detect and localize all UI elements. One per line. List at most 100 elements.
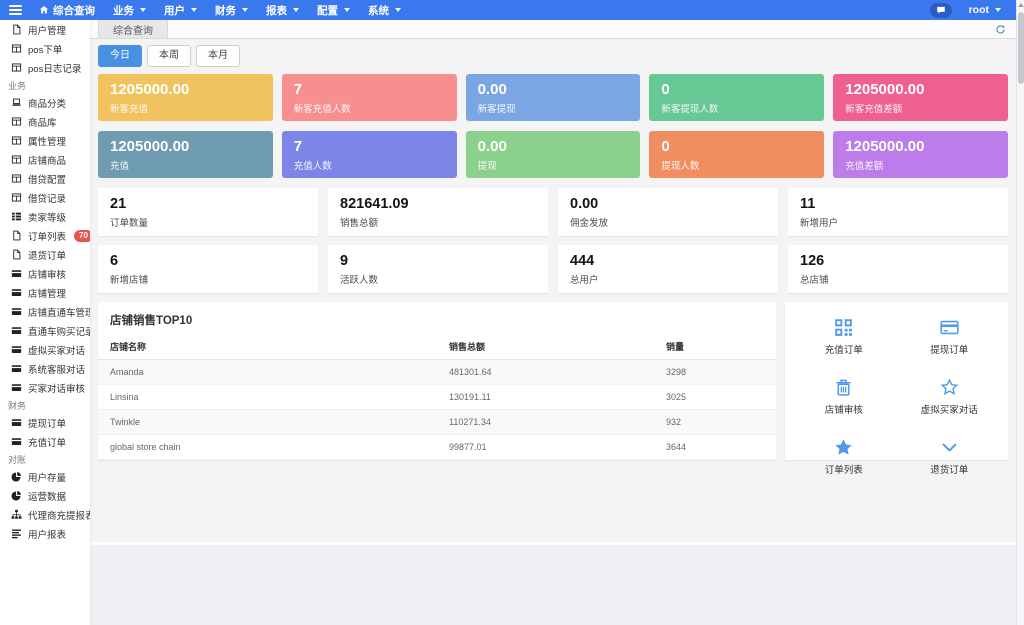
sidebar-item-loan-records[interactable]: 借贷记录 bbox=[0, 188, 90, 207]
quick-link-recharge-orders[interactable]: 充值订单 bbox=[791, 318, 897, 356]
caret-down-icon bbox=[344, 8, 350, 12]
credit-card-icon bbox=[11, 344, 22, 355]
quick-link-virtual-buyer-chat[interactable]: 虚拟买家对话 bbox=[897, 378, 1003, 416]
sidebar-item-order-list[interactable]: 订单列表 70 bbox=[0, 226, 90, 245]
nav-menu-reports[interactable]: 报表 bbox=[257, 0, 308, 20]
username: root bbox=[968, 4, 989, 16]
sidebar-item-return-orders[interactable]: 退货订单 bbox=[0, 245, 90, 264]
th-list-icon bbox=[11, 211, 22, 222]
sidebar-item-user-management[interactable]: 用户管理 bbox=[0, 20, 90, 39]
sidebar-item-shop-train-management[interactable]: 店铺直通车管理 bbox=[0, 302, 90, 321]
stat-card-new-recharge-diff: 1205000.00 新客充值差额 bbox=[833, 74, 1008, 121]
scroll-up-icon bbox=[1017, 3, 1024, 7]
sidebar-toggle-button[interactable] bbox=[0, 0, 30, 20]
file-outline-icon bbox=[11, 230, 22, 241]
sidebar-item-pos-log[interactable]: pos日志记录 bbox=[0, 58, 90, 77]
quick-links-panel: 充值订单 提现订单 店铺审核 虚拟买家对话 订单列表 退货订单 bbox=[785, 302, 1008, 476]
sidebar-item-recharge-orders[interactable]: 充值订单 bbox=[0, 432, 90, 451]
sidebar-item-attribute-management[interactable]: 属性管理 bbox=[0, 131, 90, 150]
sidebar-item-shop-management[interactable]: 店铺管理 bbox=[0, 283, 90, 302]
sidebar-item-seller-level[interactable]: 卖家等级 bbox=[0, 207, 90, 226]
credit-card-icon bbox=[11, 382, 22, 393]
refresh-button[interactable] bbox=[995, 24, 1006, 35]
sidebar-item-user-report[interactable]: 用户报表 bbox=[0, 524, 90, 543]
table-icon bbox=[11, 62, 22, 73]
nav-menu-finance[interactable]: 财务 bbox=[206, 0, 257, 20]
sidebar-item-pos-order[interactable]: pos下单 bbox=[0, 39, 90, 58]
table-row: global store chain 99877.01 3644 bbox=[98, 434, 776, 460]
bottom-panels: 店铺销售TOP10 店铺名称 销售总额 销量 Amanda 481301.64 32… bbox=[98, 302, 1008, 476]
filter-today-button[interactable]: 今日 bbox=[98, 45, 142, 67]
sales-top10-title: 店铺销售TOP10 bbox=[110, 315, 193, 327]
order-count-badge: 70 bbox=[74, 229, 90, 242]
sidebar-item-buyer-chat-review[interactable]: 买家对话审核 bbox=[0, 378, 90, 397]
summary-card-new-users: 11 新增用户 bbox=[788, 188, 1008, 236]
summary-card-total-shops: 126 总店铺 bbox=[788, 245, 1008, 293]
sidebar-item-product-category[interactable]: 商品分类 bbox=[0, 93, 90, 112]
table-row: Linsina 130191.11 3025 bbox=[98, 384, 776, 410]
sidebar-item-user-stock[interactable]: 用户存量 bbox=[0, 467, 90, 486]
messages-button[interactable] bbox=[929, 2, 952, 18]
table-row: Twinkle 110271.34 932 bbox=[98, 409, 776, 435]
nav-home-label: 综合查询 bbox=[53, 4, 95, 17]
file-icon bbox=[11, 24, 22, 35]
credit-card-icon bbox=[11, 287, 22, 298]
tab-comprehensive-query[interactable]: 综合查询 bbox=[98, 20, 168, 38]
filter-week-button[interactable]: 本周 bbox=[147, 45, 191, 67]
sidebar-item-shop-products[interactable]: 店铺商品 bbox=[0, 150, 90, 169]
sidebar-section-business: 业务 bbox=[8, 80, 27, 91]
nav-menu-business[interactable]: 业务 bbox=[104, 0, 155, 20]
credit-card-icon bbox=[11, 363, 22, 374]
nav-menu-users[interactable]: 用户 bbox=[155, 0, 206, 20]
caret-down-icon bbox=[191, 8, 197, 12]
sidebar-item-train-purchase-records[interactable]: 直通车购买记录 bbox=[0, 321, 90, 340]
summary-card-commission: 0.00 佣金发放 bbox=[558, 188, 778, 236]
sales-top10-table: 店铺名称 销售总额 销量 Amanda 481301.64 3298 Linsina… bbox=[98, 334, 776, 460]
sitemap-icon bbox=[11, 509, 22, 520]
nav-menu-system[interactable]: 系统 bbox=[359, 0, 410, 20]
summary-card-total-users: 444 总用户 bbox=[558, 245, 778, 293]
summary-card-new-shops: 6 新增店铺 bbox=[98, 245, 318, 293]
sidebar-item-product-library[interactable]: 商品库 bbox=[0, 112, 90, 131]
table-icon bbox=[11, 43, 22, 54]
stat-card-new-withdraw: 0.00 新客提现 bbox=[465, 74, 641, 121]
main-area: 综合查询 今日 本周 本月 1205000.00 新客充值 7 新客充值人数 0.0… bbox=[90, 20, 1016, 625]
summary-card-active-users: 9 活跃人数 bbox=[328, 245, 548, 293]
caret-down-icon bbox=[995, 8, 1001, 12]
table-icon bbox=[11, 116, 22, 127]
stat-card-withdraw: 0.00 提现 bbox=[465, 131, 641, 178]
sidebar: 用户管理 pos下单 pos日志记录 业务 商品分类 商品库 属性管理 店铺商品… bbox=[0, 20, 90, 625]
column-header-sales-qty: 销量 bbox=[653, 334, 776, 360]
sidebar-item-operation-data[interactable]: 运营数据 bbox=[0, 486, 90, 505]
sidebar-item-shop-review[interactable]: 店铺审核 bbox=[0, 264, 90, 283]
quick-link-withdraw-orders[interactable]: 提现订单 bbox=[897, 318, 1003, 356]
sidebar-item-withdraw-orders[interactable]: 提现订单 bbox=[0, 413, 90, 432]
credit-card-icon bbox=[11, 325, 22, 336]
nav-menu-config[interactable]: 配置 bbox=[308, 0, 359, 20]
sidebar-item-agent-report[interactable]: 代理商充提报表 bbox=[0, 505, 90, 524]
sidebar-item-virtual-buyer-chat[interactable]: 虚拟买家对话 bbox=[0, 340, 90, 359]
quick-link-order-list[interactable]: 订单列表 bbox=[791, 438, 897, 476]
column-header-shop-name: 店铺名称 bbox=[98, 334, 437, 360]
date-filter-group: 今日 本周 本月 bbox=[98, 45, 1008, 67]
page-scrollbar[interactable] bbox=[1016, 0, 1024, 625]
stat-card-withdraw-users: 0 提现人数 bbox=[649, 131, 825, 178]
caret-down-icon bbox=[140, 8, 146, 12]
summary-cards-row-1: 21 订单数量 821641.09 销售总额 0.00 佣金发放 11 新增用户 bbox=[98, 188, 1008, 236]
table-icon bbox=[11, 173, 22, 184]
user-menu[interactable]: root bbox=[960, 4, 1010, 16]
sidebar-item-system-service-chat[interactable]: 系统客服对话 bbox=[0, 359, 90, 378]
sidebar-item-loan-config[interactable]: 借贷配置 bbox=[0, 169, 90, 188]
filter-month-button[interactable]: 本月 bbox=[196, 45, 240, 67]
quick-link-shop-review[interactable]: 店铺审核 bbox=[791, 378, 897, 416]
star-icon bbox=[834, 438, 853, 457]
summary-cards-row-2: 6 新增店铺 9 活跃人数 444 总用户 126 总店铺 bbox=[98, 245, 1008, 293]
home-icon bbox=[39, 5, 49, 15]
bars-icon bbox=[11, 528, 22, 539]
nav-home-link[interactable]: 综合查询 bbox=[30, 0, 104, 20]
quick-link-return-orders[interactable]: 退货订单 bbox=[897, 438, 1003, 476]
pie-chart-icon bbox=[11, 471, 22, 482]
table-row: Amanda 481301.64 3298 bbox=[98, 359, 776, 385]
stat-card-new-recharge-users: 7 新客充值人数 bbox=[281, 74, 457, 121]
scrollbar-thumb[interactable] bbox=[1018, 12, 1024, 84]
